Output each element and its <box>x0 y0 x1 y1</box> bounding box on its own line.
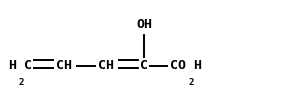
Text: 2: 2 <box>188 78 193 87</box>
Text: OH: OH <box>136 18 152 31</box>
Text: CH: CH <box>56 59 72 72</box>
Text: C: C <box>140 59 148 72</box>
Text: H: H <box>193 59 201 72</box>
Text: 2: 2 <box>19 78 24 87</box>
Text: H: H <box>8 59 16 72</box>
Text: CH: CH <box>98 59 115 72</box>
Text: C: C <box>25 59 32 72</box>
Text: CO: CO <box>170 59 186 72</box>
